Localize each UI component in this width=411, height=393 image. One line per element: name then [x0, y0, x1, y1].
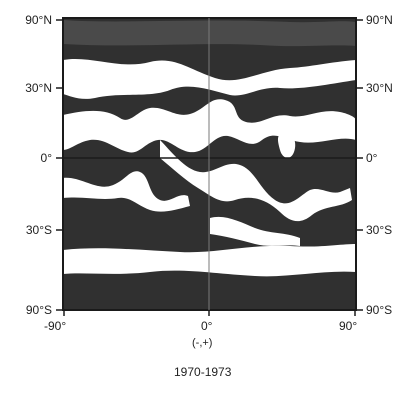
lon-label-0: 0° — [201, 319, 213, 333]
lat-label-left-0: 0° — [40, 151, 52, 165]
lat-label-right-30n: 30°N — [366, 81, 393, 95]
lat-label-left-90s: 90°S — [25, 303, 52, 317]
sign-caption: (-,+) — [192, 337, 213, 349]
left-ticks — [56, 19, 63, 311]
lat-label-left-30s: 30°S — [25, 223, 52, 237]
lon-label-minus90: -90° — [44, 319, 67, 333]
lat-label-right-30s: 30°S — [366, 223, 393, 237]
lat-label-right-90s: 90°S — [366, 303, 393, 317]
lat-label-right-0: 0° — [366, 151, 378, 165]
lon-label-90: 90° — [339, 319, 358, 333]
lat-label-right-90n: 90°N — [366, 13, 393, 27]
period-caption: 1970-1973 — [174, 365, 232, 379]
bottom-ticks — [63, 310, 356, 316]
lat-label-left-90n: 90°N — [25, 13, 52, 27]
right-ticks — [356, 19, 363, 311]
lat-label-left-30n: 30°N — [25, 81, 52, 95]
